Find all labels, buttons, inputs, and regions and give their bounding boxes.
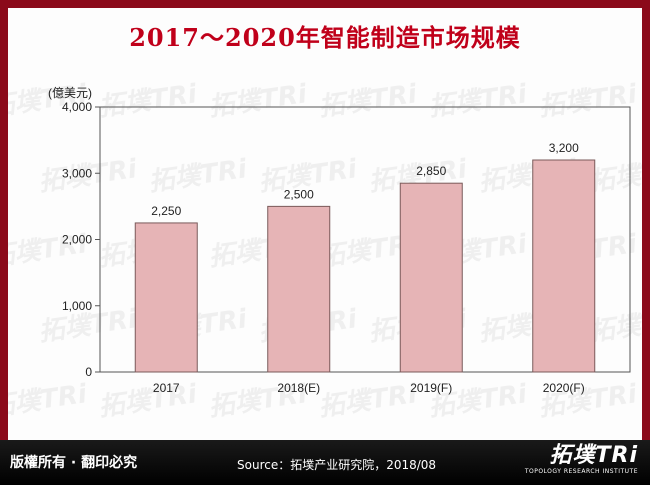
bar-chart: 0 1,000 2,000 3,000 4,000(億美元) 2,250 2017 2,500… <box>48 86 631 395</box>
bar <box>399 182 463 373</box>
x-tick-label: 2019(F) <box>410 381 452 395</box>
y-tick-label: 3,000 <box>62 166 92 180</box>
logo-sub-text: TOPOLOGY RESEARCH INSTITUTE <box>524 468 638 475</box>
y-tick-label: 4,000 <box>62 100 92 114</box>
frame-top-band <box>0 0 650 8</box>
y-tick-label: 0 <box>85 365 92 379</box>
y-unit-label: (億美元) <box>48 86 92 100</box>
company-logo: 拓墣TRi TOPOLOGY RESEARCH INSTITUTE <box>525 444 638 476</box>
logo-main-text: 拓墣TRi <box>549 443 638 468</box>
x-tick-label: 2018(E) <box>277 381 320 395</box>
bar-value-label: 2,500 <box>284 187 314 201</box>
y-tick-label: 2,000 <box>62 233 92 247</box>
footer-bar: 版權所有 · 翻印必究 Source：拓墣产业研究院，2018/08 拓墣TRi… <box>0 440 650 485</box>
bar <box>134 222 198 373</box>
x-tick-label: 2020(F) <box>543 381 585 395</box>
bar <box>532 159 596 373</box>
frame-left-band <box>0 0 8 485</box>
chart-title: 2017～2020年智能制造市场规模 <box>129 23 521 52</box>
bar-value-label: 2,850 <box>416 164 446 178</box>
source-note: Source：拓墣产业研究院，2018/08 <box>237 458 437 472</box>
frame-right-band <box>642 0 650 485</box>
copyright-notice: 版權所有 · 翻印必究 <box>10 455 138 471</box>
y-tick-label: 1,000 <box>62 299 92 313</box>
bar-value-label: 3,200 <box>549 141 579 155</box>
bar <box>267 205 331 373</box>
x-tick-label: 2017 <box>153 381 180 395</box>
bar-value-label: 2,250 <box>151 204 181 218</box>
